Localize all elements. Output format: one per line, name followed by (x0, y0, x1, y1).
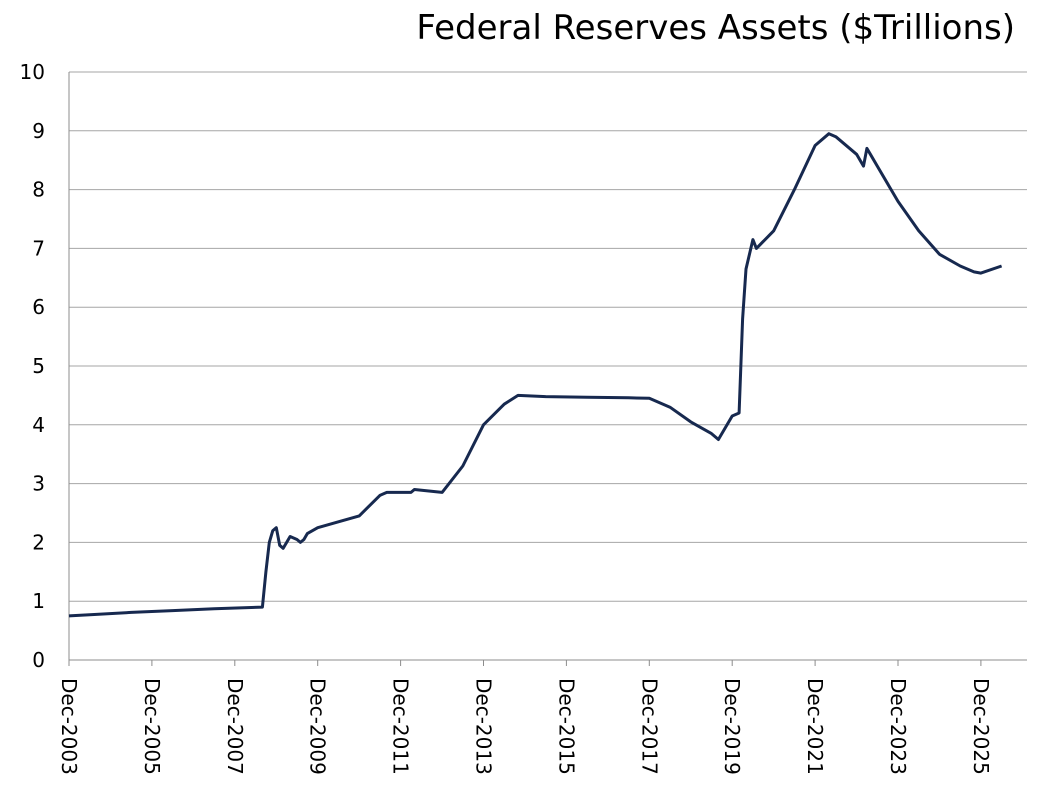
y-tick-label: 10 (20, 60, 45, 84)
x-tick-label: Dec-2007 (223, 678, 247, 775)
y-tick-label: 1 (32, 589, 45, 613)
x-tick-label: Dec-2025 (969, 678, 993, 775)
y-tick-label: 8 (32, 178, 45, 202)
x-tick-label: Dec-2017 (637, 678, 661, 775)
y-tick-label: 7 (32, 236, 45, 260)
x-tick-label: Dec-2005 (140, 678, 164, 775)
y-tick-label: 9 (32, 119, 45, 143)
y-tick-label: 0 (32, 648, 45, 672)
x-tick-label: Dec-2023 (886, 678, 910, 775)
y-tick-label: 5 (32, 354, 45, 378)
x-tick-label: Dec-2003 (57, 678, 81, 775)
x-tick-label: Dec-2021 (803, 678, 827, 775)
y-tick-labels: 0 1 2 3 4 5 6 7 8 9 10 (20, 60, 45, 672)
x-tick-label: Dec-2013 (472, 678, 496, 775)
y-tick-label: 2 (32, 530, 45, 554)
chart-title: Federal Reserves Assets ($Trillions) (416, 8, 1015, 48)
x-tick-label: Dec-2015 (554, 678, 578, 775)
x-tick-label: Dec-2011 (389, 678, 413, 775)
x-tick-label: Dec-2009 (306, 678, 330, 775)
y-tick-label: 6 (32, 295, 45, 319)
y-tick-label: 4 (32, 413, 45, 437)
series-line (68, 132, 1003, 618)
y-tick-label: 3 (32, 472, 45, 496)
series-group (68, 132, 1003, 618)
gridlines (69, 71, 1027, 602)
x-tick-labels: Dec-2003 Dec-2005 Dec-2007 Dec-2009 Dec-2011… (57, 660, 993, 775)
axes (68, 72, 1027, 661)
x-tick-label: Dec-2019 (720, 678, 744, 775)
